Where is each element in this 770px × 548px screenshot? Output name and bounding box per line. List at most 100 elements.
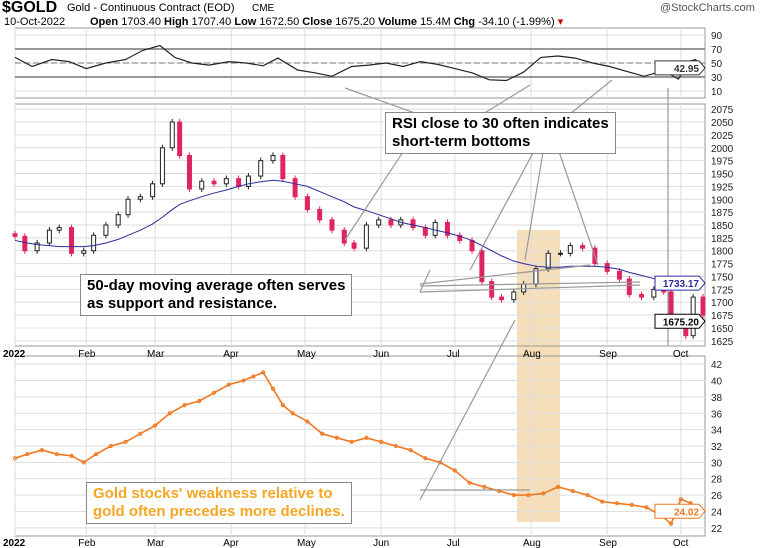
candle [469,239,475,252]
candle [444,221,450,236]
ratio-point [251,374,256,379]
candle [626,278,632,296]
y-tick-label: 24 [711,507,723,518]
x-tick-label: May [297,538,316,548]
candle [46,229,52,244]
ratio-point [511,492,516,498]
ratio-point [408,447,413,453]
y-tick-label: 2050 [711,118,734,129]
candle [91,234,97,252]
candle [34,242,40,252]
candle [125,198,131,216]
y-tick-label: 90 [711,31,723,42]
candle [245,175,251,187]
ma-value-label: 1733.17 [663,279,700,290]
gold-stocks-annotation: Gold stocks' weakness relative to gold of… [86,482,352,524]
rsi-value-label-tag [654,60,706,76]
candle [616,270,622,280]
candle [351,242,357,249]
ratio-point [614,501,620,506]
candle [169,121,175,149]
callout-line [524,139,546,261]
ratio-point [678,497,683,502]
x-tick-label: Apr [223,538,239,548]
candle [700,296,706,316]
ratio-point [364,435,369,440]
x-tick-label: Jul [447,538,460,548]
highlight-band [517,230,560,522]
ratio-point [167,411,172,416]
candle [211,180,217,185]
y-tick-label: 2025 [711,131,734,142]
ratio-point [467,480,472,485]
ratio-point [152,423,158,428]
y-tick-label: 30 [711,73,723,84]
x-tick-label: Jun [373,538,389,548]
candle [56,227,62,231]
ratio-point [280,402,285,408]
candle [457,234,463,241]
candle [69,227,75,254]
candle [329,219,335,231]
ratio-point [69,453,74,458]
y-tick-label: 1900 [711,195,734,206]
y-tick-label: 1650 [711,324,734,335]
ratio-point [93,452,99,457]
candle [363,224,369,249]
x-tick-label: 2022 [3,349,26,360]
candle [545,252,551,270]
y-tick-label: 2075 [711,105,734,116]
candle [223,178,229,185]
ratio-point [108,443,113,449]
candle [270,154,276,162]
candle [304,196,310,211]
ratio-point [452,468,457,473]
y-tick-label: 1850 [711,221,734,232]
y-tick-label: 70 [711,45,723,56]
brand-logo: @StockCharts.com [660,2,755,14]
ratio-point [138,431,143,436]
y-tick-label: 1775 [711,260,734,271]
callout-line [469,139,541,271]
candle [557,252,563,255]
candle [639,294,645,298]
ratio-point [261,370,266,375]
y-tick-label: 1750 [711,272,734,283]
candle [186,154,192,190]
candle [137,196,143,200]
y-tick-label: 50 [711,59,723,70]
candle [150,183,156,198]
ratio-point [349,439,354,445]
price-value-label: 1675.20 [663,317,700,328]
ratio-point [555,484,561,490]
ratio-point [25,452,30,457]
price-value-label-tag [654,313,706,329]
ratio-point [81,460,86,465]
date: 10-Oct-2022 [4,16,66,28]
candle [376,219,382,226]
x-tick-label: Mar [147,349,165,360]
x-tick-label: Jun [373,349,389,360]
x-tick-label: Aug [523,349,541,360]
y-tick-label: 1700 [711,298,734,309]
y-tick-label: 28 [711,475,723,486]
y-tick-label: 1875 [711,208,734,219]
candle [388,219,394,226]
callout-line [419,284,641,293]
x-tick-label: Oct [673,349,689,360]
rsi-value-label: 42.95 [674,64,699,75]
candle [177,121,183,156]
ratio-point [197,398,202,404]
y-tick-label: 1625 [711,337,734,348]
ratio-point [39,447,45,453]
candle [103,224,109,236]
x-tick-label: Sep [599,538,617,548]
candle [81,250,87,254]
callout-line [554,139,599,266]
ratio-point [182,402,187,408]
ratio-point [668,521,674,526]
rsi-line [14,44,704,82]
callout-line [419,281,641,287]
candle [432,221,438,236]
